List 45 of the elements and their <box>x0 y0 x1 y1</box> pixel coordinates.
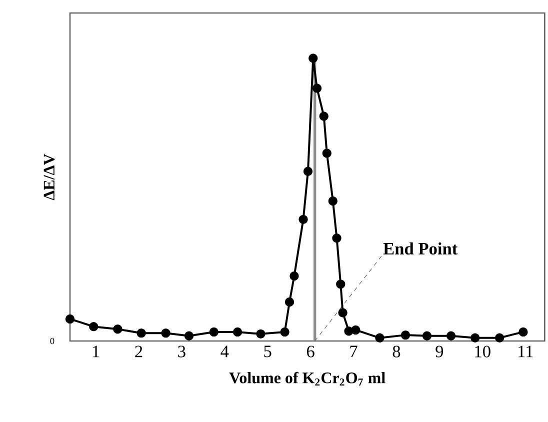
ref-line-label: End Point <box>383 242 458 255</box>
point <box>136 328 146 338</box>
x-tick-label: 4 <box>220 346 229 358</box>
point <box>338 308 348 318</box>
point <box>336 280 346 289</box>
x-tick-label: 7 <box>350 346 358 358</box>
point <box>422 331 432 341</box>
point <box>518 327 528 337</box>
point <box>113 324 122 334</box>
point <box>470 333 480 342</box>
point <box>328 196 338 206</box>
point <box>65 314 75 324</box>
x-tick-label: 3 <box>178 346 186 358</box>
point <box>319 112 328 121</box>
point <box>375 333 384 342</box>
point <box>312 84 322 93</box>
point <box>400 330 410 340</box>
point <box>256 329 266 339</box>
point <box>184 331 194 341</box>
point <box>209 327 219 337</box>
point <box>284 297 294 307</box>
x-tick-label: 6 <box>306 346 314 358</box>
point <box>332 233 342 243</box>
x-tick-label: 1 <box>92 346 100 358</box>
point <box>322 148 332 158</box>
point <box>290 271 299 281</box>
text: 0 <box>50 338 54 344</box>
point <box>494 333 504 342</box>
point <box>161 328 170 338</box>
point <box>280 327 290 337</box>
x-tick-label: 2 <box>135 346 142 358</box>
x-tick-label: 11 <box>518 346 533 358</box>
point <box>303 166 313 176</box>
point <box>351 325 360 335</box>
x-tick-label: 8 <box>392 346 400 358</box>
y-axis-title: ΔE/ΔV <box>44 154 55 200</box>
point <box>298 214 308 224</box>
x-tick-label: 5 <box>264 346 272 358</box>
point <box>446 331 456 341</box>
point <box>89 322 98 332</box>
x-axis-title: Volume of K$_{2}$Cr$_{2}$O$_{7}$ ml <box>229 372 386 386</box>
point <box>232 327 242 337</box>
x-tick-label: 9 <box>436 346 444 358</box>
x-tick-label: 10 <box>475 346 490 358</box>
point <box>308 54 318 63</box>
